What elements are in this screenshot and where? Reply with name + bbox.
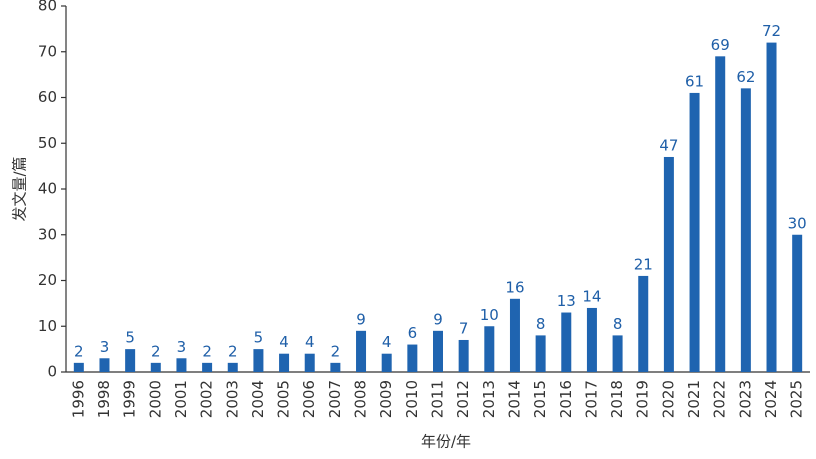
- bar: [792, 234, 803, 372]
- x-tick-label: 2004: [249, 380, 267, 418]
- x-tick-label: 2017: [582, 380, 600, 418]
- x-tick-label: 2010: [403, 380, 421, 418]
- bar: [279, 353, 290, 372]
- y-tick-label: 50: [38, 134, 57, 152]
- value-label: 5: [125, 329, 135, 347]
- bar: [304, 353, 315, 372]
- value-label: 14: [582, 287, 601, 305]
- bar: [73, 362, 84, 372]
- bar: [150, 362, 161, 372]
- value-label: 2: [151, 342, 161, 360]
- bar: [638, 275, 649, 372]
- x-tick-label: 2003: [223, 380, 241, 418]
- value-label: 30: [788, 214, 807, 232]
- value-label: 16: [505, 278, 524, 296]
- bar: [740, 88, 751, 372]
- bar: [176, 358, 187, 372]
- bar: [407, 344, 418, 372]
- x-tick-label: 2001: [172, 380, 190, 418]
- value-label: 3: [100, 338, 110, 356]
- x-tick-label: 1999: [121, 380, 139, 418]
- x-tick-label: 2014: [505, 380, 523, 418]
- bar: [356, 330, 367, 372]
- bar: [202, 362, 213, 372]
- x-tick-label: 2018: [608, 380, 626, 418]
- bar: [612, 335, 623, 372]
- x-tick-label: 2012: [454, 380, 472, 418]
- y-tick-label: 30: [38, 225, 57, 243]
- y-tick-label: 60: [38, 88, 57, 106]
- bar: [586, 307, 597, 372]
- y-tick-label: 20: [38, 271, 57, 289]
- value-label: 61: [685, 72, 704, 90]
- x-tick-label: 2011: [429, 380, 447, 418]
- x-tick-label: 2008: [352, 380, 370, 418]
- bar: [535, 335, 546, 372]
- x-tick-label: 2013: [480, 380, 498, 418]
- x-tick-label: 2006: [300, 380, 318, 418]
- bar: [381, 353, 392, 372]
- bar: [99, 358, 110, 372]
- x-tick-label: 2016: [557, 380, 575, 418]
- x-tick-label: 2007: [326, 380, 344, 418]
- x-tick-label: 1998: [95, 380, 113, 418]
- x-tick-label: 2024: [762, 380, 780, 418]
- y-axis-title: 发文量/篇: [11, 156, 29, 221]
- value-label: 2: [331, 342, 341, 360]
- bar: [330, 362, 341, 372]
- x-tick-label: 2009: [377, 380, 395, 418]
- value-label: 6: [408, 324, 418, 342]
- x-tick-label: 2023: [736, 380, 754, 418]
- x-tick-label: 2020: [659, 380, 677, 418]
- bar: [715, 56, 726, 372]
- value-label: 3: [177, 338, 187, 356]
- value-label: 13: [557, 292, 576, 310]
- bar: [509, 298, 520, 372]
- x-tick-label: 1996: [69, 380, 87, 418]
- value-label: 10: [480, 306, 499, 324]
- x-tick-label: 2019: [634, 380, 652, 418]
- x-tick-label: 2025: [788, 380, 806, 418]
- y-tick-label: 0: [47, 363, 57, 381]
- bar: [433, 330, 443, 372]
- y-tick-label: 10: [38, 317, 57, 335]
- bar: [227, 362, 238, 372]
- value-label: 62: [736, 68, 755, 86]
- y-tick-label: 40: [38, 180, 57, 198]
- bar: [458, 339, 469, 372]
- value-label: 4: [279, 333, 289, 351]
- x-tick-label: 2021: [685, 380, 703, 418]
- value-label: 72: [762, 22, 781, 40]
- y-tick-label: 70: [38, 42, 57, 60]
- value-label: 9: [356, 310, 366, 328]
- x-tick-label: 2022: [711, 380, 729, 418]
- value-label: 9: [433, 310, 443, 328]
- value-label: 5: [254, 329, 264, 347]
- value-label: 47: [659, 136, 678, 154]
- x-tick-label: 2005: [275, 380, 293, 418]
- bar: [663, 156, 674, 372]
- bar: [125, 349, 136, 372]
- value-label: 2: [228, 342, 238, 360]
- value-label: 8: [536, 315, 546, 333]
- value-label: 4: [382, 333, 392, 351]
- bar: [253, 349, 264, 372]
- value-label: 2: [74, 342, 84, 360]
- bar: [561, 312, 572, 372]
- x-tick-label: 2015: [531, 380, 549, 418]
- value-label: 2: [202, 342, 212, 360]
- value-label: 21: [634, 255, 653, 273]
- bar: [689, 92, 700, 373]
- bar: [484, 326, 495, 372]
- y-tick-label: 80: [38, 0, 57, 15]
- x-axis-title: 年份/年: [421, 433, 471, 451]
- x-tick-label: 2002: [198, 380, 216, 418]
- value-label: 8: [613, 315, 623, 333]
- bar: [766, 42, 777, 372]
- x-tick-label: 2000: [146, 380, 164, 418]
- value-label: 4: [305, 333, 315, 351]
- value-label: 69: [711, 36, 730, 54]
- value-label: 7: [459, 319, 469, 337]
